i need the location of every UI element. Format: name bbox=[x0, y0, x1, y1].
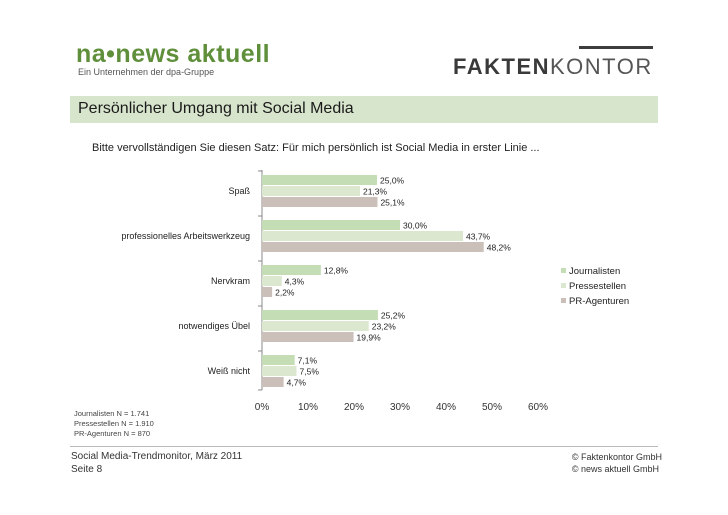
data-label-pressestellen-nervkram: 4,3% bbox=[285, 277, 305, 287]
data-label-pressestellen-weiss-nicht: 7,5% bbox=[300, 367, 320, 377]
faktenkontor-part2: KONTOR bbox=[550, 54, 653, 79]
x-tick-label: 10% bbox=[298, 402, 318, 413]
x-tick-label: 20% bbox=[344, 402, 364, 413]
footer-source: Social Media-Trendmonitor, März 2011 bbox=[71, 451, 243, 462]
page-title: Persönlicher Umgang mit Social Media bbox=[78, 100, 354, 117]
x-tick-label: 30% bbox=[390, 402, 410, 413]
x-tick-label: 50% bbox=[482, 402, 502, 413]
footer-right: © Faktenkontor GmbH © news aktuell GmbH bbox=[572, 451, 662, 475]
data-label-pr-agenturen-professionelles-arbeitswerkzeug: 48,2% bbox=[487, 243, 512, 253]
legend-swatch-pr-agenturen bbox=[561, 298, 566, 303]
legend-label-pressestellen: Pressestellen bbox=[569, 281, 626, 292]
note-journalisten: Journalisten N = 1.741 bbox=[74, 409, 150, 418]
note-pressestellen: Pressestellen N = 1.910 bbox=[74, 419, 154, 428]
legend-swatch-pressestellen bbox=[561, 283, 566, 288]
data-label-journalisten-professionelles-arbeitswerkzeug: 30,0% bbox=[403, 221, 428, 231]
legend-swatch-journalisten bbox=[561, 268, 566, 273]
data-label-journalisten-spass: 25,0% bbox=[380, 176, 405, 186]
data-label-journalisten-notwendiges-ubel: 25,2% bbox=[381, 311, 406, 321]
bar-journalisten-spass bbox=[262, 175, 377, 185]
legend-label-journalisten: Journalisten bbox=[569, 266, 620, 277]
bar-pr-agenturen-spass bbox=[262, 197, 378, 207]
bar-journalisten-notwendiges-ubel bbox=[262, 310, 378, 320]
news-aktuell-brand: na•news aktuell bbox=[76, 40, 271, 68]
data-label-pr-agenturen-nervkram: 2,2% bbox=[275, 288, 295, 298]
faktenkontor-logo: FAKTENKONTOR bbox=[453, 46, 653, 86]
data-label-pr-agenturen-notwendiges-ubel: 19,9% bbox=[357, 333, 382, 343]
bar-pr-agenturen-nervkram bbox=[262, 287, 273, 297]
legend-label-pr-agenturen: PR-Agenturen bbox=[569, 296, 629, 307]
bar-pr-agenturen-notwendiges-ubel bbox=[262, 332, 354, 342]
data-label-pr-agenturen-weiss-nicht: 4,7% bbox=[287, 378, 307, 388]
bar-journalisten-weiss-nicht bbox=[262, 355, 295, 365]
bar-journalisten-nervkram bbox=[262, 265, 321, 275]
bar-pressestellen-weiss-nicht bbox=[262, 366, 297, 376]
bar-pressestellen-professionelles-arbeitswerkzeug bbox=[262, 231, 464, 241]
category-label-spass: Spaß bbox=[228, 186, 250, 196]
footer-left: Social Media-Trendmonitor, März 2011 Sei… bbox=[71, 450, 242, 476]
x-tick-label: 60% bbox=[528, 402, 548, 413]
data-label-pressestellen-spass: 21,3% bbox=[363, 187, 388, 197]
footer-divider bbox=[70, 446, 658, 447]
data-label-journalisten-weiss-nicht: 7,1% bbox=[298, 356, 318, 366]
category-label-nervkram: Nervkram bbox=[211, 276, 250, 286]
footer-page-number: Seite 8 bbox=[71, 464, 103, 475]
question-subtitle: Bitte vervollständigen Sie diesen Satz: … bbox=[92, 142, 540, 154]
news-aktuell-logo: na•news aktuell Ein Unternehmen der dpa-… bbox=[76, 40, 270, 77]
bar-pr-agenturen-weiss-nicht bbox=[262, 377, 284, 387]
faktenkontor-wordmark: FAKTENKONTOR bbox=[453, 54, 653, 80]
x-tick-label: 40% bbox=[436, 402, 456, 413]
faktenkontor-part1: FAKTEN bbox=[453, 54, 550, 79]
sample-size-notes: Journalisten N = 1.741 Pressestellen N =… bbox=[74, 409, 154, 439]
title-band: Persönlicher Umgang mit Social Media bbox=[70, 96, 658, 123]
data-label-pr-agenturen-spass: 25,1% bbox=[380, 198, 405, 208]
bar-journalisten-professionelles-arbeitswerkzeug bbox=[262, 220, 400, 230]
data-label-pressestellen-professionelles-arbeitswerkzeug: 43,7% bbox=[466, 232, 491, 242]
bar-pressestellen-nervkram bbox=[262, 276, 282, 286]
x-tick-label: 0% bbox=[255, 402, 270, 413]
data-label-journalisten-nervkram: 12,8% bbox=[324, 266, 349, 276]
note-pr-agenturen: PR-Agenturen N = 870 bbox=[74, 429, 151, 438]
faktenkontor-logo-bar bbox=[579, 46, 653, 49]
copyright-faktenkontor: © Faktenkontor GmbH bbox=[571, 452, 662, 462]
category-label-notwendiges-ubel: notwendiges Übel bbox=[178, 321, 250, 331]
category-label-professionelles-arbeitswerkzeug: professionelles Arbeitswerkzeug bbox=[121, 231, 250, 241]
bar-pressestellen-spass bbox=[262, 186, 360, 196]
news-aktuell-tagline: Ein Unternehmen der dpa-Gruppe bbox=[78, 67, 215, 77]
copyright-news-aktuell: © news aktuell GmbH bbox=[571, 464, 659, 474]
category-label-weiss-nicht: Weiß nicht bbox=[208, 366, 251, 376]
data-label-pressestellen-notwendiges-ubel: 23,2% bbox=[372, 322, 397, 332]
bar-pr-agenturen-professionelles-arbeitswerkzeug bbox=[262, 242, 484, 252]
bar-pressestellen-notwendiges-ubel bbox=[262, 321, 369, 331]
